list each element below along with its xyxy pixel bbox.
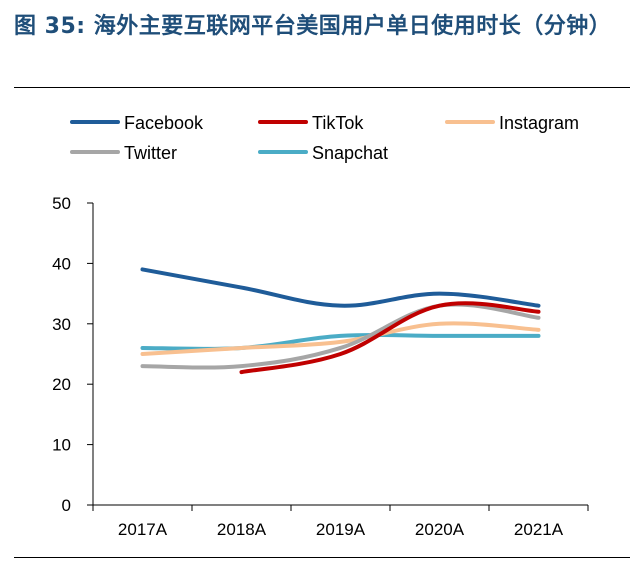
y-tick-label: 20 xyxy=(52,375,71,394)
legend-label: Twitter xyxy=(124,143,177,163)
legend-label: Instagram xyxy=(499,113,579,133)
legend-item-instagram: Instagram xyxy=(445,113,579,133)
legend-label: TikTok xyxy=(312,113,364,133)
legend: Facebook TikTok Instagram Twitter Snapchat xyxy=(70,113,579,163)
legend-item-tiktok: TikTok xyxy=(258,113,364,133)
x-tick-label: 2017A xyxy=(118,520,168,539)
series-line-twitter xyxy=(140,302,541,370)
chart-title: 图 35: 海外主要互联网平台美国用户单日使用时长（分钟） xyxy=(14,14,612,39)
y-tick-label: 40 xyxy=(52,254,71,273)
x-tick-label: 2021A xyxy=(514,520,564,539)
legend-label: Snapchat xyxy=(312,143,388,163)
bottom-rule xyxy=(14,557,630,558)
x-tick-label: 2018A xyxy=(217,520,267,539)
legend-label: Facebook xyxy=(124,113,204,133)
y-tick-label: 10 xyxy=(52,436,71,455)
legend-item-facebook: Facebook xyxy=(70,113,204,133)
legend-item-twitter: Twitter xyxy=(70,143,177,163)
x-tick-label: 2020A xyxy=(415,520,465,539)
top-rule xyxy=(14,87,630,88)
x-tick-label: 2019A xyxy=(316,520,366,539)
series-lines xyxy=(140,267,541,375)
series-line-facebook xyxy=(140,267,541,308)
legend-item-snapchat: Snapchat xyxy=(258,143,388,163)
series-line-instagram xyxy=(140,321,541,356)
y-tick-label: 50 xyxy=(52,194,71,213)
series-line-tiktok xyxy=(239,301,541,375)
y-tick-label: 30 xyxy=(52,315,71,334)
y-tick-label: 0 xyxy=(62,496,71,515)
axes: 0 10 20 30 40 50 2017A 2018A 2019A 2020A 2021A xyxy=(52,194,589,539)
